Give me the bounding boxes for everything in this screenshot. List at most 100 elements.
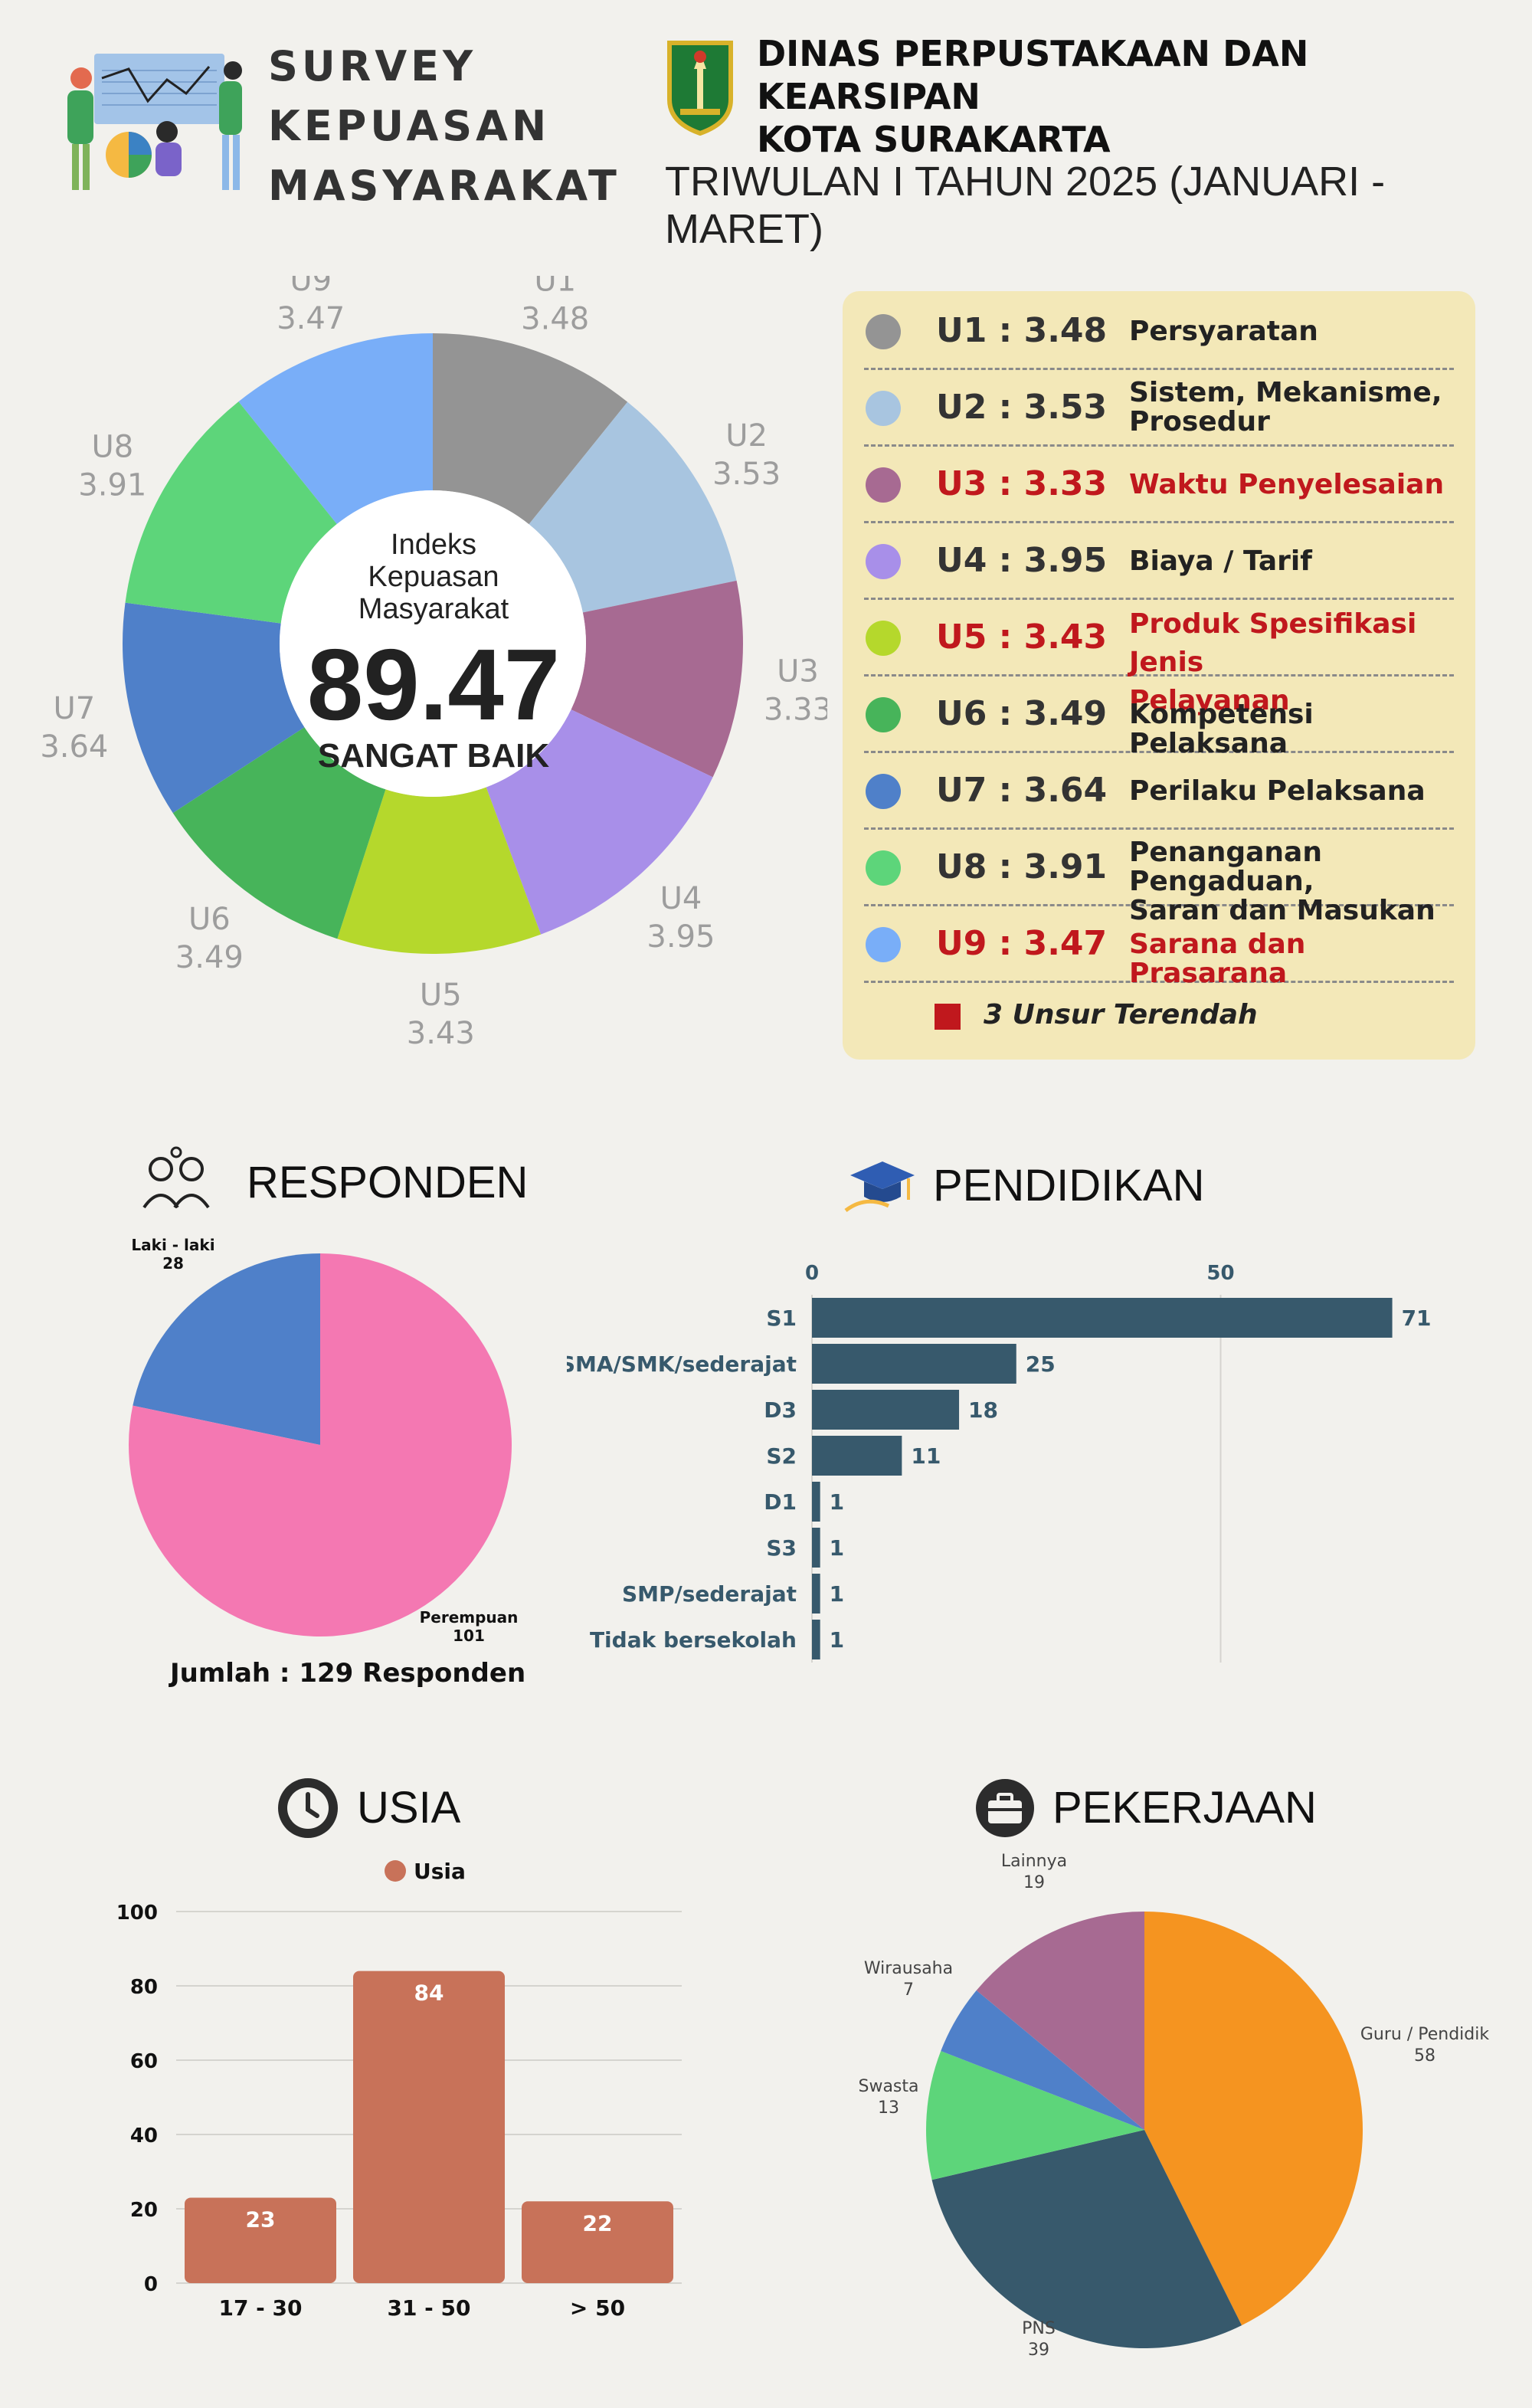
responden-title: RESPONDEN	[247, 1158, 529, 1207]
donut-label-code: U3	[777, 654, 819, 690]
legend-name: Biaya / Tarif	[1129, 545, 1312, 577]
donut-label-value: 3.43	[407, 1016, 475, 1051]
responden-label-value: 28	[162, 1254, 184, 1273]
legend-name: Sistem, Mekanisme, Prosedur	[1129, 378, 1442, 437]
pendidikan-category-label: S3	[766, 1535, 797, 1561]
legend-name: Kompetensi Pelaksana	[1129, 699, 1314, 759]
responden-label-name: Perempuan	[420, 1608, 519, 1627]
responden-label-value: 101	[453, 1627, 485, 1645]
usia-category-label: 17 - 30	[218, 2295, 302, 2321]
donut-label-value: 3.91	[78, 467, 146, 503]
pendidikan-bar	[812, 1436, 902, 1476]
pendidikan-value-label: 1	[830, 1627, 844, 1653]
usia-legend-label: Usia	[414, 1859, 466, 1884]
legend-code: U1 : 3.48	[936, 311, 1108, 350]
donut-label-code: U7	[53, 691, 95, 726]
unsur-donut-chart: U13.48U23.53U33.33U43.95U53.43U63.49U73.…	[40, 276, 827, 1051]
pekerjaan-slice	[976, 1912, 1144, 2130]
donut-label-value: 3.64	[40, 729, 108, 765]
legend-name: Perilaku Pelaksana	[1129, 775, 1426, 807]
period-label: TRIWULAN I TAHUN 2025 (JANUARI - MARET)	[665, 159, 1386, 252]
usia-category-label: 31 - 50	[387, 2295, 470, 2321]
legend-name-line: Saran dan Masukan	[1129, 895, 1435, 926]
legend-item-u6: U6 : 3.49 Kompetensi Pelaksana	[864, 674, 1454, 758]
donut-label-value: 3.53	[712, 457, 781, 492]
donut-label-value: 3.95	[647, 919, 715, 955]
legend-item-u4: U4 : 3.95 Biaya / Tarif	[864, 521, 1454, 600]
legend-name: Produk Spesifikasi Jenis Pelayanan	[1129, 605, 1454, 720]
legend-name-line: Prosedur	[1129, 406, 1270, 437]
pekerjaan-label-name: PNS	[1022, 2319, 1056, 2338]
usia-tick-label: 80	[130, 1976, 158, 1999]
legend-name-line: Penanganan Pengaduan,	[1129, 837, 1322, 897]
pendidikan-value-label: 1	[830, 1581, 844, 1607]
donut-label-code: U4	[660, 881, 702, 916]
donut-label-value: 3.47	[277, 301, 345, 336]
donut-slice-u1	[433, 333, 628, 525]
organization-name: DINAS PERPUSTAKAAN DAN KEARSIPAN KOTA SU…	[757, 32, 1532, 161]
legend-code: U5 : 3.43	[936, 618, 1108, 657]
low-marker-swatch	[935, 1004, 961, 1030]
pendidikan-title: PENDIDIKAN	[933, 1161, 1205, 1211]
surakarta-emblem	[665, 38, 735, 136]
pekerjaan-label-name: Lainnya	[1001, 1852, 1067, 1871]
donut-label-code: U2	[725, 418, 768, 454]
org-line-2: KOTA SURAKARTA	[757, 119, 1111, 160]
pekerjaan-label-value: 7	[903, 1980, 914, 2000]
usia-tick-label: 60	[130, 2050, 158, 2073]
donut-label-value: 3.48	[521, 301, 589, 336]
briefcase-icon	[974, 1777, 1036, 1839]
usia-legend-swatch	[385, 1860, 406, 1882]
legend-item-u5: U5 : 3.43 Produk Spesifikasi Jenis Pelay…	[864, 598, 1454, 716]
legend-item-u9: U9 : 3.47 Sarana dan Prasarana	[864, 904, 1454, 988]
legend-code: U4 : 3.95	[936, 541, 1108, 580]
pendidikan-value-label: 18	[968, 1397, 998, 1423]
legend-name: Penanganan Pengaduan, Saran dan Masukan	[1129, 838, 1454, 926]
pendidikan-category-label: Tidak bersekolah	[590, 1627, 797, 1653]
pekerjaan-label-name: Guru / Pendidik	[1360, 2025, 1489, 2044]
legend-name: Waktu Penyelesaian	[1129, 469, 1445, 500]
usia-title: USIA	[357, 1783, 461, 1833]
pekerjaan-label-value: 58	[1414, 2046, 1435, 2066]
donut-slice-u8	[125, 401, 337, 624]
pendidikan-category-label: SMA/SMK/sederajat	[567, 1351, 797, 1377]
people-icon	[139, 1146, 213, 1215]
donut-label-value: 3.49	[175, 940, 244, 975]
legend-name-line: Produk Spesifikasi Jenis	[1129, 608, 1417, 678]
donut-label-value: 3.33	[764, 693, 827, 728]
legend-swatch	[866, 391, 901, 426]
legend-name: Persyaratan	[1129, 316, 1318, 347]
pekerjaan-title: PEKERJAAN	[1052, 1783, 1317, 1833]
legend-code: U2 : 3.53	[936, 388, 1108, 427]
legend-swatch	[866, 697, 901, 732]
pekerjaan-slice	[926, 2051, 1144, 2180]
usia-tick-label: 100	[116, 1902, 158, 1925]
pendidikan-bar	[812, 1528, 820, 1568]
index-value: 89.47	[306, 628, 561, 741]
legend-item-u7: U7 : 3.64 Perilaku Pelaksana	[864, 751, 1454, 830]
responden-label-name: Laki - laki	[131, 1236, 214, 1254]
survey-title: SURVEY KEPUASAN MASYARAKAT	[268, 37, 620, 216]
legend-swatch	[866, 544, 901, 579]
donut-slice-u2	[529, 401, 737, 613]
legend-name: Sarana dan Prasarana	[1129, 929, 1306, 989]
pendidikan-value-label: 11	[911, 1443, 941, 1469]
legend-swatch	[866, 314, 901, 349]
index-label-line: Kepuasan	[368, 561, 499, 593]
donut-slice-u3	[571, 580, 744, 778]
survey-illustration	[52, 48, 244, 201]
index-label-line: Indeks	[391, 529, 476, 561]
pekerjaan-label-value: 39	[1028, 2341, 1049, 2360]
legend-swatch	[866, 927, 901, 962]
usia-value-label: 84	[414, 1980, 444, 2006]
pekerjaan-slice	[931, 2130, 1242, 2348]
usia-bar-chart: Usia 0 20 40 60 80 100 23 17 - 30 84 31 - 50 22 > 50	[116, 1859, 682, 2321]
donut-hole	[280, 490, 586, 797]
pendidikan-category-label: D1	[764, 1489, 797, 1515]
usia-tick-label: 0	[144, 2273, 158, 2296]
pendidikan-value-label: 1	[830, 1535, 844, 1561]
responden-total: Jumlah : 129 Responden	[170, 1658, 526, 1689]
usia-value-label: 22	[583, 2210, 613, 2236]
